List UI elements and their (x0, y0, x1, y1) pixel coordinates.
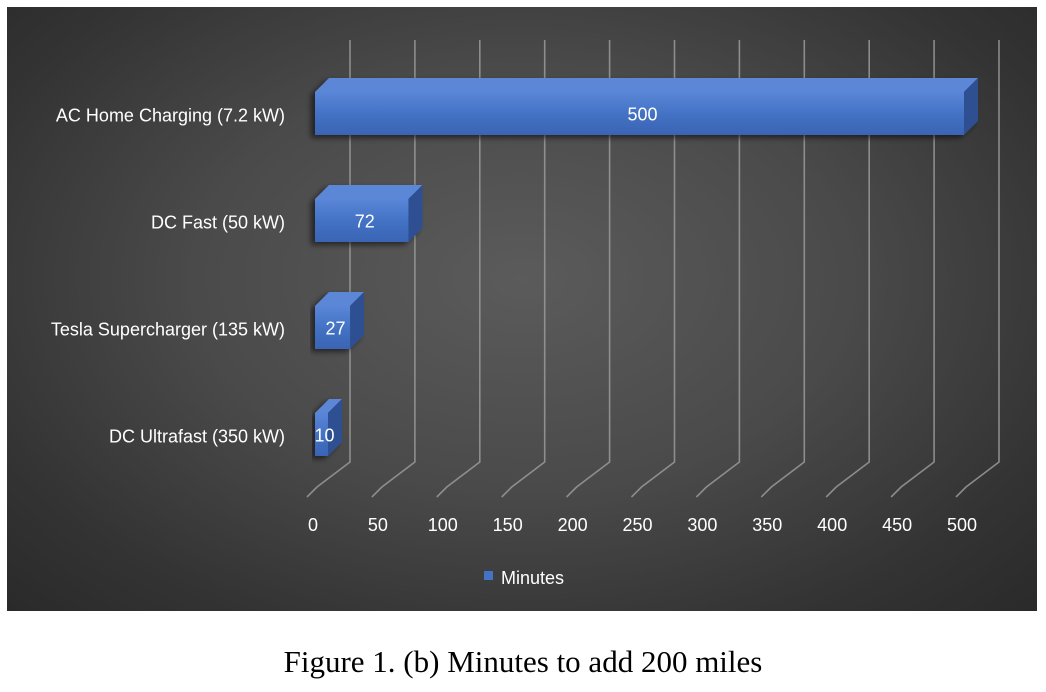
x-tick-label: 450 (882, 515, 912, 535)
gridline (760, 40, 806, 498)
category-labels: AC Home Charging (7.2 kW) DC Fast (50 kW)… (51, 106, 285, 447)
bar (315, 292, 365, 349)
chart-panel: 500 72 27 10 AC Home Charging (7.2 kW) DC Fa… (7, 7, 1037, 611)
bar-top-face (315, 292, 365, 306)
gridline (501, 40, 546, 498)
gridline (566, 40, 611, 498)
bar-side-face (408, 185, 423, 242)
bars (315, 78, 978, 456)
bar (315, 399, 342, 456)
gridline (371, 40, 416, 498)
x-tick-label: 400 (817, 515, 847, 535)
gridline (630, 40, 676, 498)
gridline (695, 40, 741, 498)
bar-top-face (315, 78, 978, 92)
data-label: 10 (314, 426, 334, 446)
x-tick-label: 150 (493, 515, 523, 535)
x-tick-label: 0 (308, 515, 318, 535)
bar-side-face (327, 399, 342, 456)
legend-swatch (484, 571, 493, 580)
legend: Minutes (484, 568, 564, 588)
bar-top-face (315, 399, 342, 413)
gridline (890, 40, 935, 498)
x-tick-label: 350 (752, 515, 782, 535)
bar-front-face (315, 413, 328, 456)
x-tick-label: 300 (687, 515, 717, 535)
category-label: DC Ultrafast (350 kW) (109, 427, 285, 447)
x-tick-label: 200 (558, 515, 588, 535)
gridlines (306, 40, 1000, 498)
data-label: 72 (355, 212, 375, 232)
data-label: 500 (627, 105, 657, 125)
x-tick-label: 500 (947, 515, 977, 535)
category-label: Tesla Supercharger (135 kW) (51, 320, 285, 340)
x-tick-label: 250 (622, 515, 652, 535)
gridline (955, 40, 1000, 498)
bar-front-face (315, 306, 351, 349)
x-axis-tick-labels: 0 50 100 150 200 250 300 350 400 450 500 (308, 515, 977, 535)
data-labels: 500 72 27 10 (314, 105, 657, 446)
bar (315, 185, 423, 242)
category-label: DC Fast (50 kW) (151, 213, 285, 233)
data-label: 27 (326, 319, 346, 339)
bar-top-face (315, 185, 423, 199)
gridline (306, 40, 351, 498)
figure-caption: Figure 1. (b) Minutes to add 200 miles (283, 644, 763, 679)
x-tick-label: 100 (428, 515, 458, 535)
bar-front-face (315, 92, 964, 135)
gridline (825, 40, 870, 498)
bar-side-face (964, 78, 978, 135)
bar-side-face (350, 292, 365, 349)
legend-label: Minutes (501, 568, 564, 588)
x-tick-label: 50 (368, 515, 388, 535)
bar-front-face (315, 199, 409, 242)
gridline (436, 40, 481, 498)
bar (315, 78, 978, 135)
category-label: AC Home Charging (7.2 kW) (56, 106, 285, 126)
